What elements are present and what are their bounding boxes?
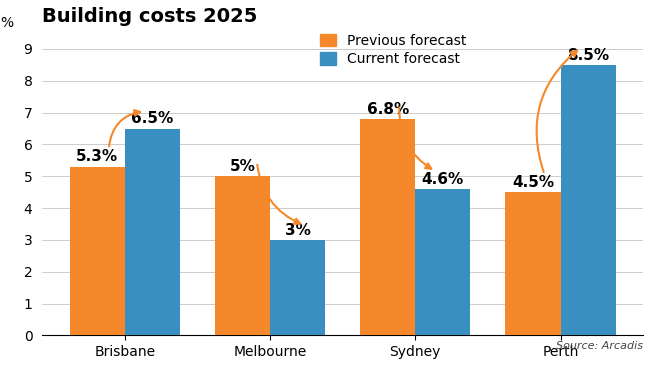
Text: 6.5%: 6.5% <box>131 111 174 126</box>
Text: 8.5%: 8.5% <box>567 48 609 63</box>
Text: Building costs 2025: Building costs 2025 <box>42 7 257 26</box>
Text: 5.3%: 5.3% <box>76 149 118 164</box>
Bar <box>560 65 616 335</box>
Bar <box>125 128 180 335</box>
Text: 5%: 5% <box>229 159 255 174</box>
Text: 4.6%: 4.6% <box>422 172 464 187</box>
Bar <box>415 189 471 335</box>
Bar <box>70 167 125 335</box>
Bar <box>270 240 325 335</box>
Text: 3%: 3% <box>285 223 311 238</box>
Bar <box>360 119 415 335</box>
Text: %: % <box>0 16 13 30</box>
Bar <box>505 192 560 335</box>
Bar <box>214 176 270 335</box>
Text: 4.5%: 4.5% <box>512 175 554 190</box>
Legend: Previous forecast, Current forecast: Previous forecast, Current forecast <box>320 34 467 66</box>
Text: Source: Arcadis: Source: Arcadis <box>556 341 643 351</box>
Text: 6.8%: 6.8% <box>367 102 409 117</box>
